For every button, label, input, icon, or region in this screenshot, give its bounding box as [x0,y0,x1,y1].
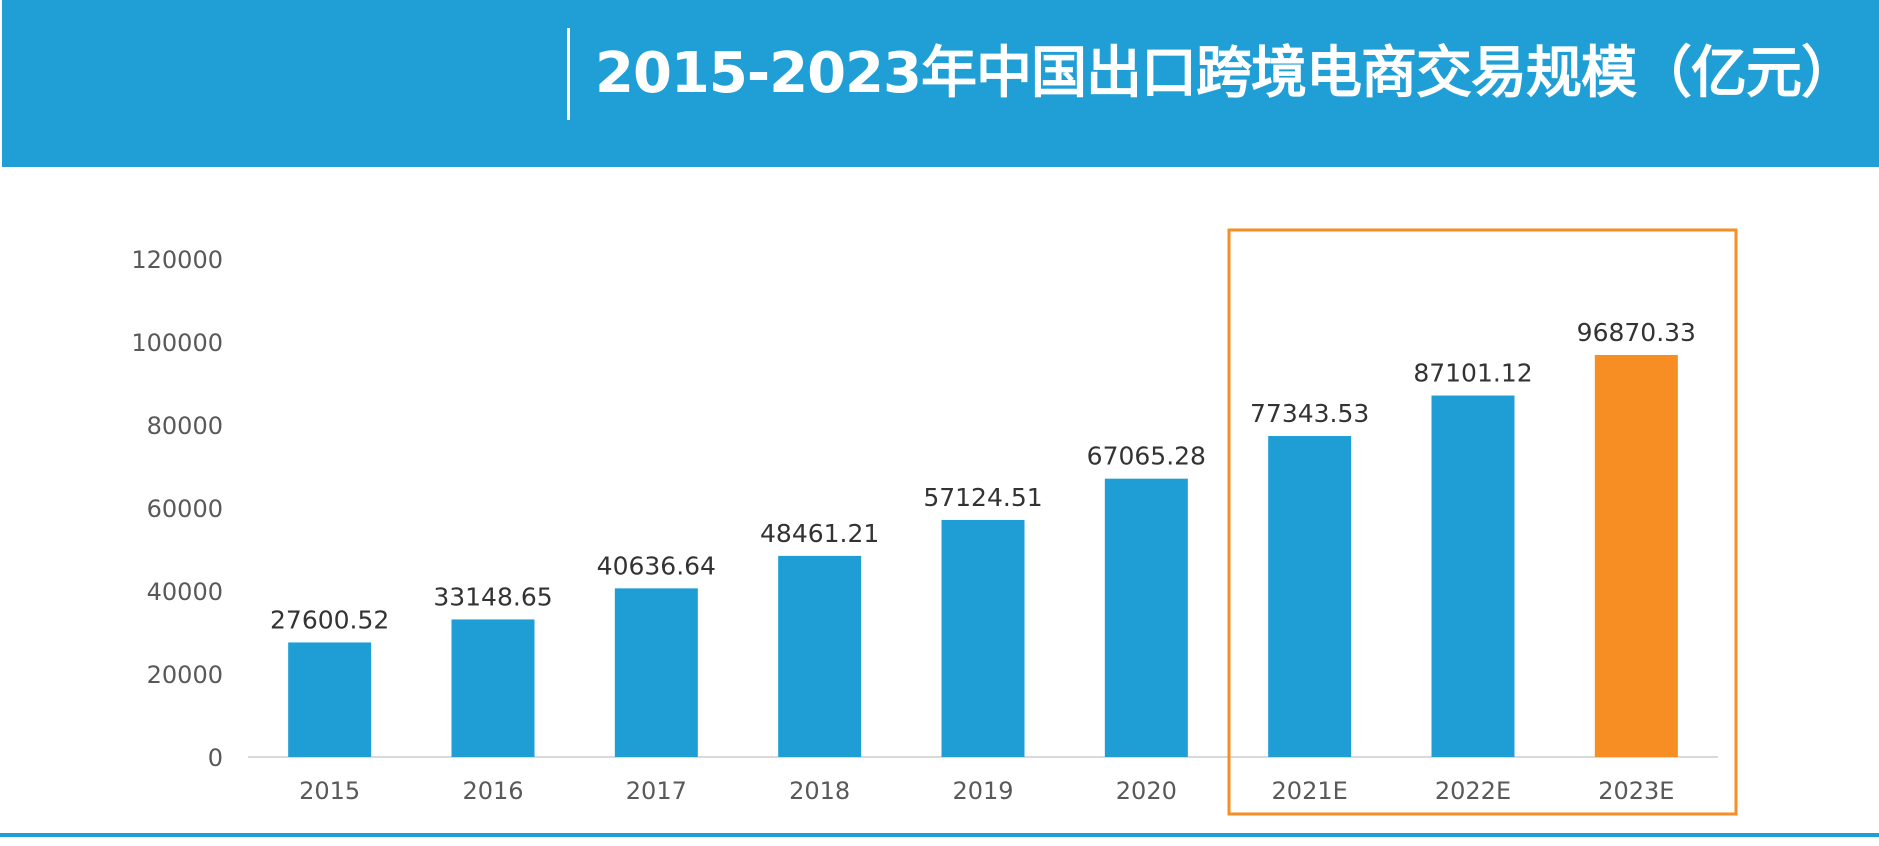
data-label-2020: 67065.28 [1087,442,1206,471]
y-tick-label: 120000 [131,246,223,274]
x-tick-label: 2017 [626,777,687,805]
title-divider [567,28,570,120]
bar-2019 [941,519,1025,757]
x-tick-label: 2015 [299,777,360,805]
bar-2021E [1268,436,1352,757]
bar-2015 [288,642,372,757]
x-tick-label: 2019 [952,777,1013,805]
data-label-2019: 57124.51 [923,483,1042,512]
y-tick-label: 0 [208,744,223,772]
bar-2020 [1104,478,1188,757]
data-label-2022E: 87101.12 [1413,359,1532,388]
data-label-2017: 40636.64 [597,551,716,580]
data-label-2018: 48461.21 [760,519,879,548]
bottom-rule [0,833,1879,837]
bar-2023E [1594,354,1678,757]
bar-2018 [778,555,862,757]
y-tick-label: 20000 [147,661,223,689]
data-label-2021E: 77343.53 [1250,399,1369,428]
bar-2022E [1431,395,1515,757]
bar-2016 [451,619,535,757]
data-label-2015: 27600.52 [270,605,389,634]
x-tick-label: 2016 [462,777,523,805]
y-tick-label: 40000 [147,578,223,606]
x-tick-label: 2018 [789,777,850,805]
forecast-highlight-box [1227,228,1738,816]
data-label-2023E: 96870.33 [1577,318,1696,347]
y-tick-label: 100000 [131,329,223,357]
chart-title: 2015-2023年中国出口跨境电商交易规模（亿元） [595,41,1857,106]
x-tick-label: 2021E [1272,777,1348,805]
title-banner [2,0,1879,167]
data-label-2016: 33148.65 [433,582,552,611]
x-tick-label: 2023E [1598,777,1674,805]
y-tick-label: 60000 [147,495,223,523]
x-tick-label: 2022E [1435,777,1511,805]
y-tick-label: 80000 [147,412,223,440]
x-tick-label: 2020 [1116,777,1177,805]
bar-2017 [614,588,698,757]
